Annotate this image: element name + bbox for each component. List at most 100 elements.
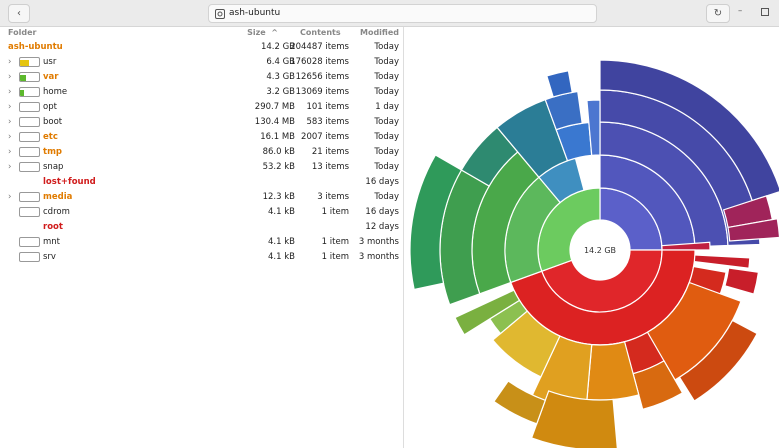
usage-bar [19,102,40,112]
table-row[interactable]: srv4.1 kB1 item3 months [0,250,403,265]
location-text: ash-ubuntu [229,8,280,18]
usage-bar [19,72,40,82]
contents: 2007 items [301,132,349,142]
folder-name: mnt [43,237,60,247]
contents: 1 item [322,237,349,247]
expander: › [8,117,11,127]
usage-bar [19,252,40,262]
expander: › [8,162,11,172]
usage-fill [20,75,26,82]
table-row[interactable]: lost+found 16 days [0,175,403,190]
table-row[interactable]: › home 3.2 GB13069 items Today [0,85,403,100]
folder-name: cdrom [43,207,70,217]
size: 4.1 kB [268,207,295,217]
size: 12.3 kB [263,192,295,202]
expander: › [8,102,11,112]
folder-table: Folder Size ^ Contents Modified ash-ubun… [0,27,404,448]
usage-fill [20,60,29,67]
folder-name: boot [43,117,62,127]
table-row[interactable]: ›opt290.7 MB101 items1 day [0,100,403,115]
modified: Today [374,117,399,127]
folder-name: opt [43,102,57,112]
usage-bar [19,132,40,142]
contents: 101 items [306,102,349,112]
folder-name: usr [43,57,56,67]
modified: 16 days [365,207,399,217]
maximize-button[interactable] [761,8,769,16]
size: 53.2 kB [263,162,295,172]
expander: › [8,132,11,142]
contents: 13069 items [296,87,349,97]
contents: 204487 items [290,42,349,52]
folder-name: lost+found [43,177,96,187]
size: 4.1 kB [268,252,295,262]
table-row[interactable]: › media 12.3 kB 3 items Today [0,190,403,205]
back-button[interactable]: ‹ [8,4,30,23]
size: 130.4 MB [255,117,295,127]
modified: Today [374,192,399,202]
modified: Today [374,87,399,97]
usage-bar [19,117,40,127]
contents: 3 items [317,192,349,202]
folder-name: home [43,87,67,97]
table-row[interactable]: ash-ubuntu14.2 GB204487 itemsToday [0,40,403,55]
contents: 176028 items [290,57,349,67]
size: 3.2 GB [266,87,295,97]
table-row[interactable]: mnt 4.1 kB 1 item 3 months [0,235,403,250]
modified: 3 months [359,252,399,262]
usage-bar [19,57,40,67]
header-bar: ‹ ash-ubuntu ↻ – [0,0,779,27]
usage-bar [19,237,40,247]
usage-fill [20,90,24,97]
column-header[interactable]: Modified [360,28,399,37]
modified: Today [374,147,399,157]
contents: 13 items [312,162,349,172]
folder-name: root [43,222,63,232]
sunburst-segment [725,268,758,294]
expander: › [8,87,11,97]
size: 4.3 GB [266,72,295,82]
table-row[interactable]: ›usr6.4 GB176028 itemsToday [0,55,403,70]
size: 16.1 MB [260,132,295,142]
folder-name: etc [43,132,58,142]
contents: 12656 items [296,72,349,82]
modified: 16 days [365,177,399,187]
column-header[interactable]: Size ^ [247,28,278,37]
modified: 12 days [365,222,399,232]
column-header[interactable]: Contents [300,28,341,37]
expander: › [8,192,11,202]
sunburst-chart: 14.2 GB [404,27,779,448]
folder-name: var [43,72,58,82]
usage-bar [19,147,40,157]
location-bar[interactable]: ash-ubuntu [208,4,597,23]
minimize-button[interactable]: – [738,6,742,16]
folder-name: srv [43,252,56,262]
refresh-button[interactable]: ↻ [706,4,730,23]
contents: 583 items [306,117,349,127]
size: 86.0 kB [263,147,295,157]
modified: Today [374,162,399,172]
table-row[interactable]: ›etc16.1 MB2007 itemsToday [0,130,403,145]
size: 4.1 kB [268,237,295,247]
folder-name: media [43,192,72,202]
expander: › [8,72,11,82]
usage-bar [19,192,40,202]
table-row[interactable]: ›tmp86.0 kB21 itemsToday [0,145,403,160]
disk-icon [215,9,225,19]
table-row[interactable]: ›var4.3 GB12656 itemsToday [0,70,403,85]
usage-bar [19,162,40,172]
column-header[interactable]: Folder [8,28,36,37]
expander: › [8,57,11,67]
contents: 1 item [322,207,349,217]
table-row[interactable]: ›snap53.2 kB13 itemsToday [0,160,403,175]
folder-name: ash-ubuntu [8,42,63,52]
sunburst-segment [547,71,572,97]
modified: Today [374,42,399,52]
table-row[interactable]: root 12 days [0,220,403,235]
table-row[interactable]: cdrom 4.1 kB 1 item 16 days [0,205,403,220]
column-header-text: Size [247,28,266,37]
usage-bar [19,87,40,97]
table-row[interactable]: › boot 130.4 MB 583 items Today [0,115,403,130]
modified: Today [374,57,399,67]
modified: 3 months [359,237,399,247]
